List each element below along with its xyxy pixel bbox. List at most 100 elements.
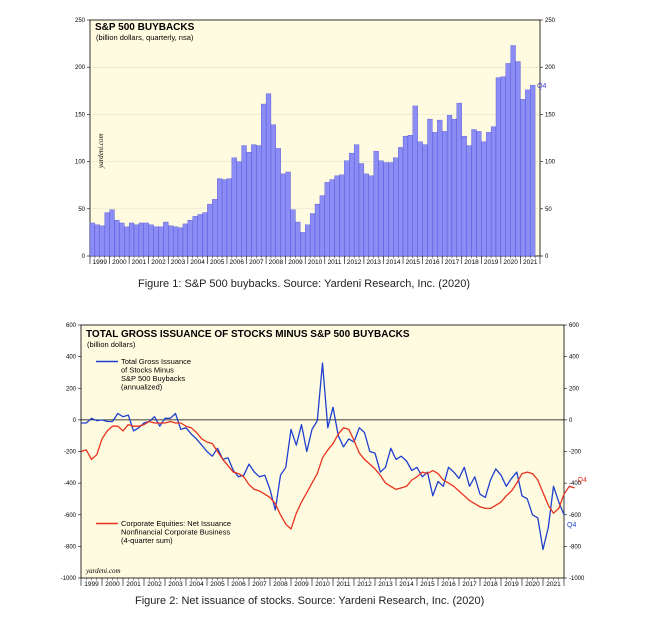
net-issuance-lines xyxy=(80,362,575,551)
y-tick-label-right: 0 xyxy=(545,254,549,260)
buyback-bar xyxy=(148,224,154,257)
buyback-bar xyxy=(490,126,497,257)
buyback-bar xyxy=(486,132,492,257)
buyback-bar xyxy=(505,63,511,257)
buyback-bar xyxy=(104,212,110,257)
buyback-bar xyxy=(94,224,100,257)
buyback-bar xyxy=(446,115,453,257)
buyback-bar xyxy=(461,135,467,257)
x-tick-label: 2013 xyxy=(378,581,393,588)
y-tick-label-left: 0 xyxy=(82,254,86,260)
x-tick-label: 2003 xyxy=(168,581,183,588)
buyback-bar xyxy=(500,76,506,257)
x-tick-label: 2014 xyxy=(399,581,414,588)
y-tick-label-left: -1000 xyxy=(61,576,77,582)
legend-text: (4-quarter sum) xyxy=(121,536,173,545)
buyback-bar xyxy=(417,141,423,257)
buyback-bar xyxy=(124,226,130,257)
buyback-bar xyxy=(265,93,272,257)
x-tick-label: 2020 xyxy=(503,259,518,266)
x-tick-label: 2020 xyxy=(525,581,540,588)
buyback-bar xyxy=(432,132,438,257)
buybacks-left-axis: 0 50 100 150 200 250 xyxy=(75,18,90,260)
buyback-bar xyxy=(378,160,384,257)
buyback-bar xyxy=(515,61,521,257)
y-tick-label-left: 250 xyxy=(75,18,86,24)
buybacks-x-axis: 1999 2000 2001 2002 2003 2004 2005 2006 2007 2008… xyxy=(89,256,541,266)
x-tick-label: 2003 xyxy=(171,259,186,266)
y-tick-label-left: 200 xyxy=(75,65,86,71)
total-gross-end-label: Q4 xyxy=(567,522,576,529)
legend-text: of Stocks Minus xyxy=(121,366,174,375)
y-tick-label-right: 200 xyxy=(545,65,556,71)
buyback-bar xyxy=(334,175,340,257)
x-tick-label: 2010 xyxy=(315,581,330,588)
buyback-bar xyxy=(495,77,502,257)
buyback-bar xyxy=(451,118,457,257)
buyback-bar xyxy=(109,209,115,257)
x-tick-label: 2016 xyxy=(425,259,440,266)
x-tick-label: 2000 xyxy=(112,259,127,266)
buyback-bar xyxy=(114,219,120,257)
x-tick-label: 2009 xyxy=(288,259,303,266)
x-tick-label: 2019 xyxy=(504,581,519,588)
buyback-bar xyxy=(344,160,350,257)
buyback-bar xyxy=(280,173,286,257)
x-tick-label: 2001 xyxy=(132,259,147,266)
buyback-bar xyxy=(153,226,159,257)
buyback-bar xyxy=(383,162,389,257)
net-issuance-title: TOTAL GROSS ISSUANCE OF STOCKS MINUS S&P… xyxy=(86,329,410,340)
net-issuance-watermark: yardeni.com xyxy=(85,567,121,575)
buyback-bar xyxy=(231,157,237,257)
buyback-bar xyxy=(246,152,252,257)
y-tick-label-right: -200 xyxy=(569,450,582,456)
x-tick-label: 2006 xyxy=(230,259,245,266)
y-tick-label-right: -600 xyxy=(569,513,582,519)
legend-text: (annualized) xyxy=(121,383,163,392)
buyback-bar xyxy=(300,232,306,257)
buyback-bar xyxy=(422,144,428,257)
buyback-bar xyxy=(202,212,208,257)
buyback-bar xyxy=(290,209,296,257)
corporate-equities-end-label: Q4 xyxy=(578,477,587,484)
y-tick-label-right: -400 xyxy=(569,481,582,487)
buyback-bar xyxy=(207,203,213,257)
x-tick-label: 2005 xyxy=(210,581,225,588)
y-tick-label-left: 50 xyxy=(78,207,85,213)
buyback-bar xyxy=(373,151,379,257)
buyback-bar xyxy=(241,145,247,257)
buyback-bar xyxy=(339,174,345,257)
buyback-bar xyxy=(427,118,433,257)
buyback-bar xyxy=(251,144,257,257)
buyback-bar xyxy=(353,144,360,257)
buyback-bar xyxy=(407,135,413,257)
buybacks-end-label: Q4 xyxy=(537,83,546,90)
buyback-bar xyxy=(192,216,198,257)
buyback-bar xyxy=(128,222,135,257)
y-tick-label-right: 0 xyxy=(569,418,573,424)
x-tick-label: 2021 xyxy=(546,581,561,588)
y-tick-label-left: -200 xyxy=(64,450,77,456)
buyback-bar xyxy=(319,195,325,257)
buyback-bar xyxy=(437,119,443,257)
x-tick-label: 2002 xyxy=(147,581,162,588)
y-tick-label-left: -400 xyxy=(64,481,77,487)
x-tick-label: 2008 xyxy=(273,581,288,588)
buyback-bar xyxy=(168,225,174,257)
legend-text: Nonfinancial Corporate Business xyxy=(121,528,230,537)
buyback-bar xyxy=(261,103,267,257)
buyback-bar xyxy=(99,225,105,257)
legend-corporate-equities: Corporate Equities: Net IssuanceNonfinan… xyxy=(96,519,231,545)
buyback-bar xyxy=(295,221,301,257)
buyback-bar xyxy=(270,124,277,257)
buyback-bar xyxy=(89,222,96,257)
buyback-bar xyxy=(530,84,536,257)
net-issuance-chart: -1000 -800 -600 -400 -200 0 200 400 600 -1000 -80… xyxy=(61,323,587,588)
buyback-bar xyxy=(329,179,335,257)
buyback-bar xyxy=(182,223,188,257)
buyback-bar xyxy=(158,226,164,257)
x-tick-label: 2017 xyxy=(462,581,477,588)
y-tick-label-right: -800 xyxy=(569,544,582,550)
y-tick-label-left: 150 xyxy=(75,112,86,118)
